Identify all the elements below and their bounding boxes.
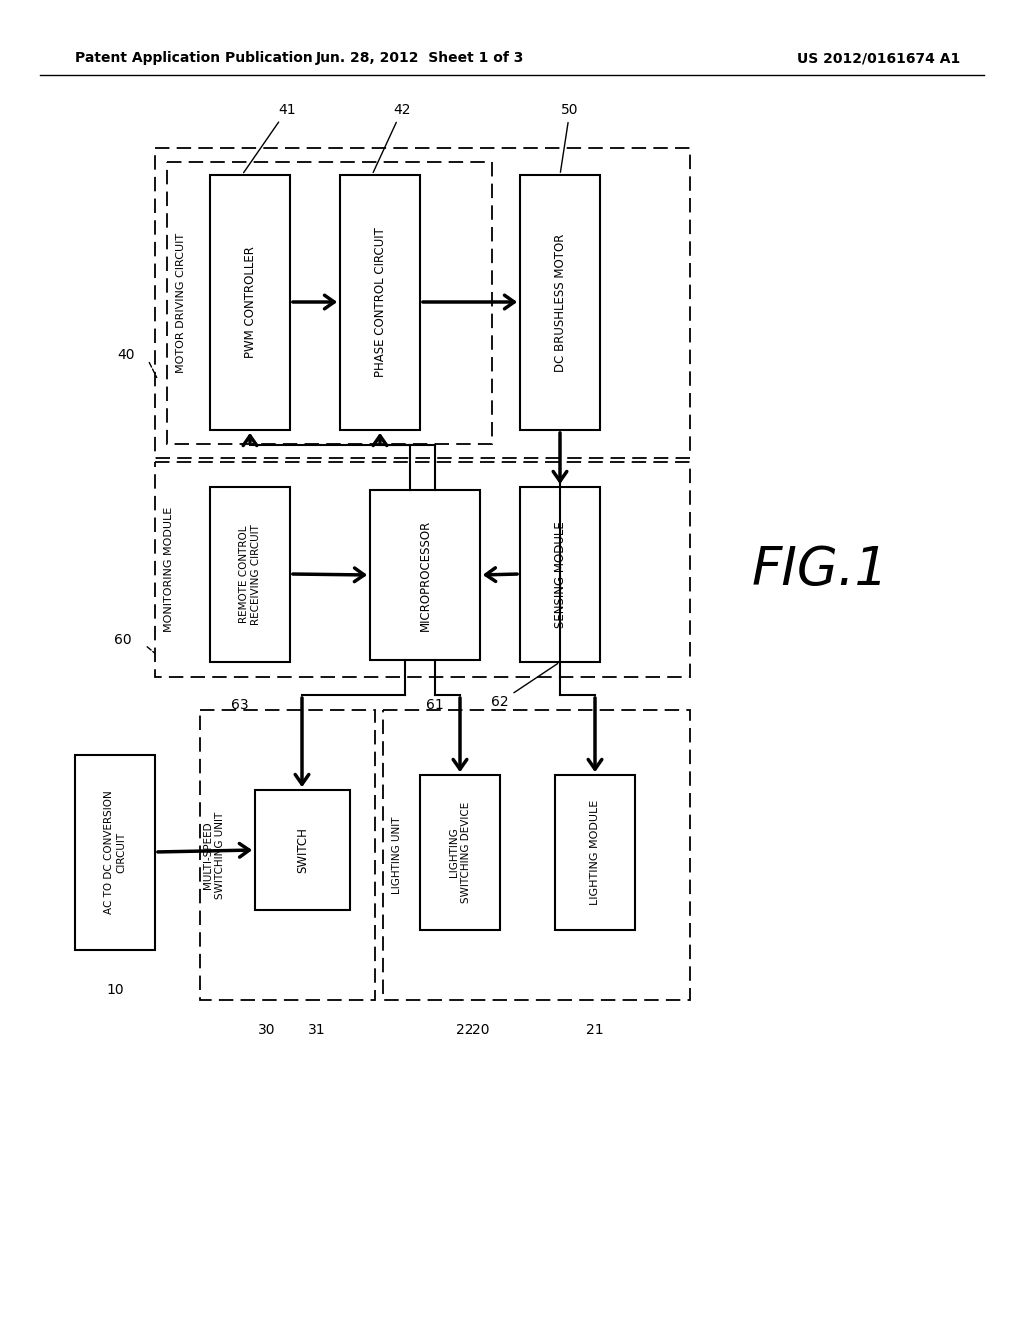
Text: SENSING MODULE: SENSING MODULE [554,521,566,628]
Text: MONITORING MODULE: MONITORING MODULE [164,507,174,632]
Text: 30: 30 [258,1023,275,1038]
Bar [167,162,492,444]
Bar [255,789,350,909]
Bar [155,462,690,677]
Text: 40: 40 [118,348,135,362]
Bar [383,710,690,1001]
Text: SWITCH: SWITCH [296,828,309,873]
Bar [200,710,375,1001]
Text: 31: 31 [308,1023,326,1038]
Text: US 2012/0161674 A1: US 2012/0161674 A1 [797,51,961,65]
Text: 60: 60 [115,634,132,647]
Text: Patent Application Publication: Patent Application Publication [75,51,312,65]
Text: 21: 21 [586,1023,604,1038]
Text: MICROPROCESSOR: MICROPROCESSOR [419,519,431,631]
Text: 63: 63 [231,698,249,711]
Text: AC TO DC CONVERSION
CIRCUIT: AC TO DC CONVERSION CIRCUIT [103,791,126,915]
Bar [370,490,480,660]
Text: LIGHTING UNIT: LIGHTING UNIT [392,816,402,894]
Bar [340,176,420,430]
Text: LIGHTING
SWITCHING DEVICE: LIGHTING SWITCHING DEVICE [449,801,471,903]
Bar [420,775,500,931]
Bar [210,176,290,430]
Bar [520,487,600,663]
Text: LIGHTING MODULE: LIGHTING MODULE [590,800,600,906]
Bar [210,487,290,663]
Text: 42: 42 [373,103,411,173]
Text: Jun. 28, 2012  Sheet 1 of 3: Jun. 28, 2012 Sheet 1 of 3 [315,51,524,65]
Bar [555,775,635,931]
Text: PWM CONTROLLER: PWM CONTROLLER [244,247,256,359]
Bar [155,148,690,458]
Text: REMOTE CONTROL
RECEIVING CIRCUIT: REMOTE CONTROL RECEIVING CIRCUIT [239,524,261,624]
Text: FIG.1: FIG.1 [752,544,889,597]
Text: 22: 22 [457,1023,474,1038]
Bar [520,176,600,430]
Text: 41: 41 [244,103,296,173]
Text: 50: 50 [560,103,579,172]
Text: MOTOR DRIVING CIRCUIT: MOTOR DRIVING CIRCUIT [176,232,186,374]
Text: 20: 20 [472,1023,489,1038]
Text: 62: 62 [492,664,558,709]
Bar [75,755,155,950]
Text: 61: 61 [426,698,443,711]
Text: DC BRUSHLESS MOTOR: DC BRUSHLESS MOTOR [554,234,566,372]
Text: PHASE CONTROL CIRCUIT: PHASE CONTROL CIRCUIT [374,227,386,378]
Text: MULTI-SPEED
SWITCHING UNIT: MULTI-SPEED SWITCHING UNIT [203,812,225,899]
Text: 10: 10 [106,983,124,997]
